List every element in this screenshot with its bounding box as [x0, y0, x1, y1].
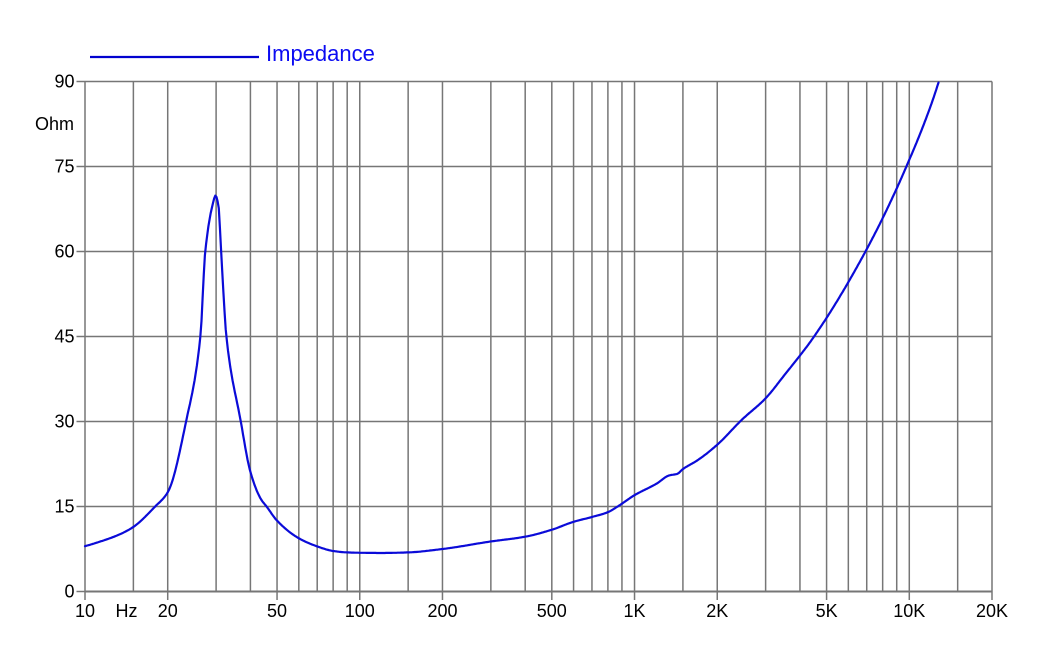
- svg-text:5K: 5K: [816, 601, 838, 621]
- svg-text:10K: 10K: [893, 601, 925, 621]
- svg-text:500: 500: [537, 601, 567, 621]
- svg-text:1K: 1K: [624, 601, 646, 621]
- svg-text:0: 0: [64, 582, 74, 602]
- svg-text:200: 200: [427, 601, 457, 621]
- svg-text:2K: 2K: [706, 601, 728, 621]
- svg-text:10: 10: [75, 601, 95, 621]
- svg-text:Hz: Hz: [116, 601, 138, 621]
- svg-text:60: 60: [54, 242, 74, 262]
- svg-text:75: 75: [54, 157, 74, 177]
- svg-text:20K: 20K: [976, 601, 1008, 621]
- svg-text:15: 15: [54, 497, 74, 517]
- svg-text:Impedance: Impedance: [266, 41, 375, 66]
- svg-text:30: 30: [54, 412, 74, 432]
- svg-text:20: 20: [158, 601, 178, 621]
- svg-text:90: 90: [54, 72, 74, 92]
- svg-text:Ohm: Ohm: [35, 114, 74, 134]
- svg-text:45: 45: [54, 327, 74, 347]
- svg-text:50: 50: [267, 601, 287, 621]
- svg-text:100: 100: [345, 601, 375, 621]
